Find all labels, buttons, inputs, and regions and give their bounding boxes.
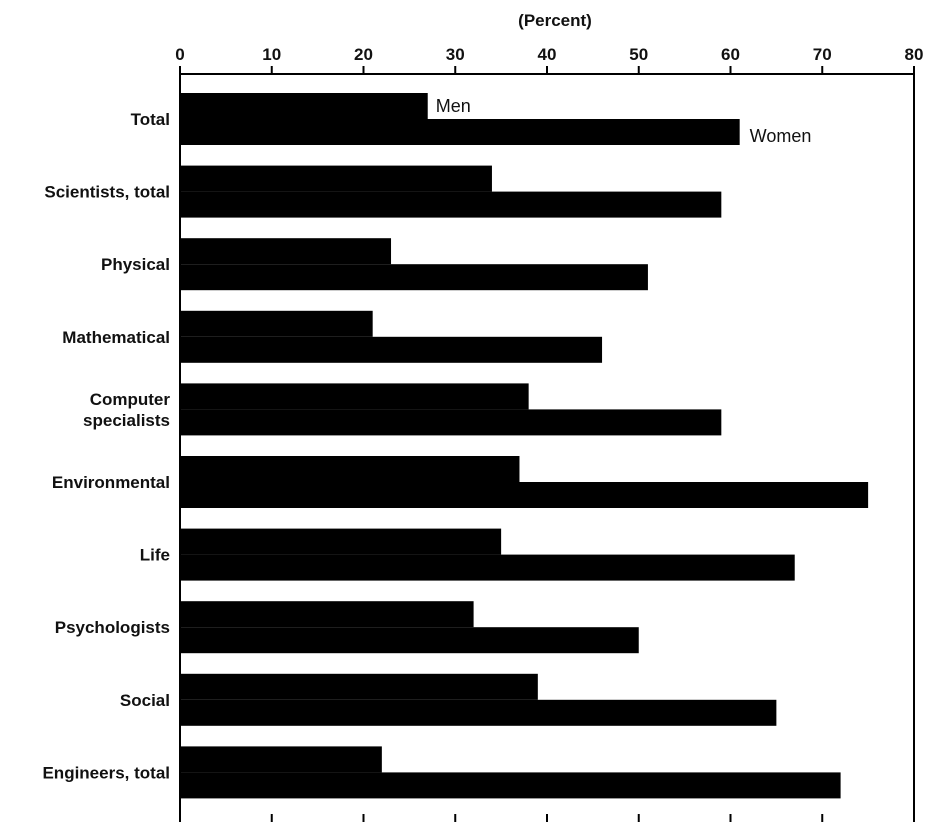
category-labels: Total Scientists, total Physical Mathematic… — [42, 110, 170, 782]
bar-men-8 — [180, 673, 538, 700]
category-label-4-line-1: specialists — [83, 411, 170, 430]
bar-women-1 — [180, 191, 722, 218]
category-label-5: Environmental — [52, 473, 170, 492]
bar-women-5 — [180, 482, 869, 508]
bar-women-7 — [180, 627, 639, 654]
bar-men-0 — [180, 93, 428, 119]
x-tick-label-0: 0 — [175, 45, 184, 64]
bar-men-6 — [180, 528, 502, 555]
x-axis-title: (Percent) — [518, 11, 592, 30]
category-label-4-line-0: Computer — [90, 390, 171, 409]
category-label-1: Scientists, total — [44, 183, 170, 202]
bar-men-5 — [180, 456, 520, 482]
x-tick-label-5: 50 — [629, 45, 648, 64]
bar-women-0 — [180, 119, 740, 145]
series-label-men: Men — [436, 96, 471, 116]
x-axis-ticks: 0 10 20 30 40 50 60 70 80 — [175, 45, 923, 822]
bar-men-7 — [180, 601, 474, 628]
bar-men-3 — [180, 310, 373, 337]
x-tick-label-3: 30 — [446, 45, 465, 64]
bar-men-4 — [180, 383, 529, 410]
bar-women-9 — [180, 772, 841, 799]
x-tick-label-6: 60 — [721, 45, 740, 64]
bar-men-2 — [180, 238, 392, 265]
bar-men-9 — [180, 746, 382, 773]
series-labels: Men Women — [436, 96, 812, 146]
category-label-3: Mathematical — [62, 328, 170, 347]
x-tick-label-2: 20 — [354, 45, 373, 64]
category-label-8: Social — [120, 691, 170, 710]
bar-women-3 — [180, 336, 603, 363]
category-label-0: Total — [131, 110, 170, 129]
bar-women-4 — [180, 409, 722, 436]
bar-women-2 — [180, 264, 648, 291]
x-tick-label-4: 40 — [538, 45, 557, 64]
x-tick-label-7: 70 — [813, 45, 832, 64]
x-tick-label-1: 10 — [262, 45, 281, 64]
category-label-6: Life — [140, 546, 170, 565]
bars — [180, 93, 869, 799]
bar-women-6 — [180, 554, 795, 581]
bar-men-1 — [180, 165, 492, 192]
series-label-women: Women — [750, 126, 812, 146]
category-label-2: Physical — [101, 255, 170, 274]
x-tick-label-8: 80 — [905, 45, 924, 64]
category-label-9: Engineers, total — [42, 763, 170, 782]
category-label-7: Psychologists — [55, 618, 170, 637]
bar-women-8 — [180, 699, 777, 726]
